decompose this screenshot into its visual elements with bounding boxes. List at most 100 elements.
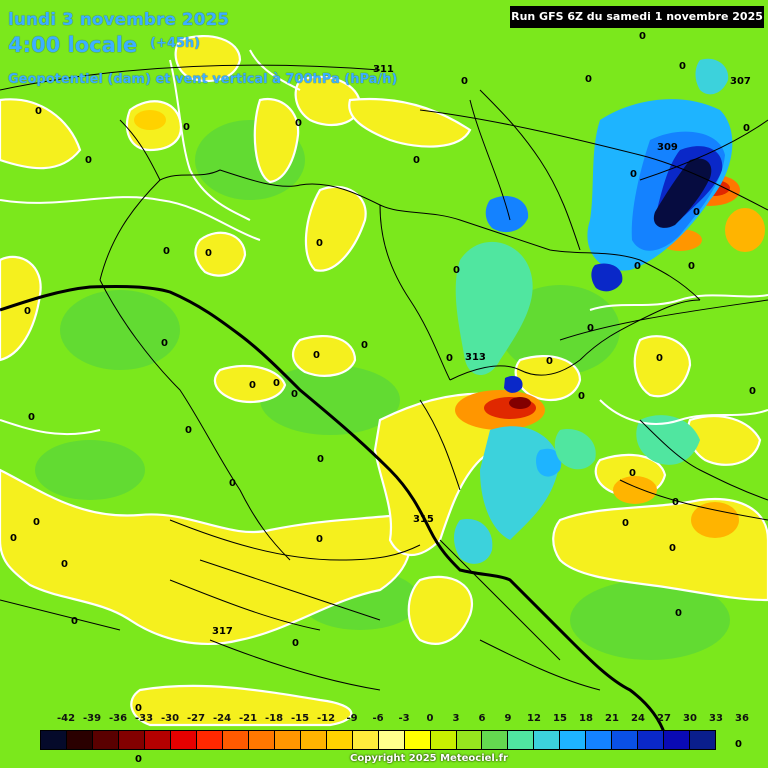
zero-label: 0 (183, 122, 190, 133)
legend-tick-label: -12 (316, 713, 336, 724)
zero-label: 0 (35, 106, 42, 117)
legend-tick-label: 0 (426, 713, 434, 724)
legend-swatch (300, 731, 327, 749)
zero-label: 0 (273, 378, 280, 389)
zero-label: 0 (249, 380, 256, 391)
legend-swatch (612, 731, 639, 749)
zero-label: 0 (135, 754, 142, 765)
legend-tick-label: 21 (605, 713, 619, 724)
zero-label: 0 (587, 323, 594, 334)
legend-tick-label: 9 (504, 713, 512, 724)
geopotential-label-309: 309 (657, 142, 678, 153)
zero-label: 0 (675, 608, 682, 619)
legend-tick-label: -6 (372, 713, 384, 724)
legend-swatch (482, 731, 509, 749)
forecast-date: lundi 3 novembre 2025 (8, 10, 230, 30)
legend-tick-label: 15 (553, 713, 567, 724)
legend-tick-label: 24 (631, 713, 645, 724)
legend-tick-label: -21 (238, 713, 258, 724)
legend-swatch (560, 731, 587, 749)
legend-tick-label: 3 (452, 713, 460, 724)
zero-label: 0 (71, 616, 78, 627)
zero-label: 0 (749, 386, 756, 397)
legend-tick-label: 33 (709, 713, 723, 724)
zero-label: 0 (630, 169, 637, 180)
legend-swatch (690, 731, 716, 749)
geopotential-label-311: 311 (373, 64, 394, 75)
legend-swatch (534, 731, 561, 749)
legend-swatch (222, 731, 249, 749)
legend-swatch (638, 731, 665, 749)
color-scale-legend (40, 730, 716, 750)
legend-swatch (378, 731, 405, 749)
legend-swatch (352, 731, 379, 749)
zero-contour-lines (0, 49, 768, 436)
zero-label: 0 (205, 248, 212, 259)
legend-swatch (41, 731, 67, 749)
legend-swatch (326, 731, 353, 749)
legend-tick-label: -9 (346, 713, 358, 724)
zero-label: 0 (413, 155, 420, 166)
legend-swatch (430, 731, 457, 749)
zero-label: 0 (634, 261, 641, 272)
geopotential-label-307: 307 (730, 76, 751, 87)
legend-tick-label: 27 (657, 713, 671, 724)
zero-label: 0 (316, 238, 323, 249)
zero-label: 0 (688, 261, 695, 272)
strong-subsidence-zones (134, 110, 765, 538)
zero-label: 0 (28, 412, 35, 423)
zero-label: 0 (669, 543, 676, 554)
legend-tick-label: -36 (108, 713, 128, 724)
zero-label: 0 (185, 425, 192, 436)
legend-tick-label: 30 (683, 713, 697, 724)
legend-tick-label: 12 (527, 713, 541, 724)
zero-label: 0 (361, 340, 368, 351)
legend-tick-label: 6 (478, 713, 486, 724)
zero-label: 0 (161, 338, 168, 349)
zero-label: 0 (317, 454, 324, 465)
zero-label: 0 (85, 155, 92, 166)
zero-label: 0 (639, 31, 646, 42)
geopotential-label-315: 315 (413, 514, 434, 525)
zero-label: 0 (735, 739, 742, 750)
zero-labels: 0 0 0 0 0 0 0 0 0 0 0 0 0 0 0 0 0 0 0 0 … (10, 31, 756, 765)
legend-swatch (196, 731, 223, 749)
trough-axis-line (0, 285, 667, 736)
legend-swatch (456, 731, 483, 749)
zero-label: 0 (622, 518, 629, 529)
zero-label: 0 (446, 353, 453, 364)
zero-label: 0 (546, 356, 553, 367)
legend-tick-label: -33 (134, 713, 154, 724)
run-info-banner: Run GFS 6Z du samedi 1 novembre 2025 (510, 6, 764, 28)
geopotential-label-313: 313 (465, 352, 486, 363)
legend-tick-label: -30 (160, 713, 180, 724)
legend-tick-label: -24 (212, 713, 232, 724)
zero-label: 0 (24, 306, 31, 317)
legend-tick-label: 36 (735, 713, 749, 724)
zero-label: 0 (743, 123, 750, 134)
legend-swatch (118, 731, 145, 749)
legend-tick-label: -42 (56, 713, 76, 724)
zero-label: 0 (135, 703, 142, 714)
legend-tick-label: -3 (398, 713, 410, 724)
zero-label: 0 (629, 468, 636, 479)
geopotential-isolines (0, 64, 768, 691)
legend-swatch (248, 731, 275, 749)
legend-tick-label: 18 (579, 713, 593, 724)
legend-swatch (664, 731, 691, 749)
geopotential-label-317: 317 (212, 626, 233, 637)
zero-label: 0 (578, 391, 585, 402)
zero-label: 0 (316, 534, 323, 545)
legend-tick-label: -27 (186, 713, 206, 724)
legend-swatch (144, 731, 171, 749)
legend-swatch (508, 731, 535, 749)
zero-label: 0 (656, 353, 663, 364)
ascent-zones (454, 58, 733, 564)
zero-label: 0 (229, 478, 236, 489)
zero-label: 0 (313, 350, 320, 361)
zero-label: 0 (679, 61, 686, 72)
legend-tick-label: -15 (290, 713, 310, 724)
legend-swatch (170, 731, 197, 749)
